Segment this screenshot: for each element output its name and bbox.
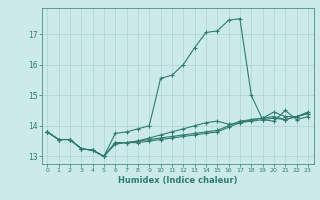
X-axis label: Humidex (Indice chaleur): Humidex (Indice chaleur) xyxy=(118,176,237,185)
